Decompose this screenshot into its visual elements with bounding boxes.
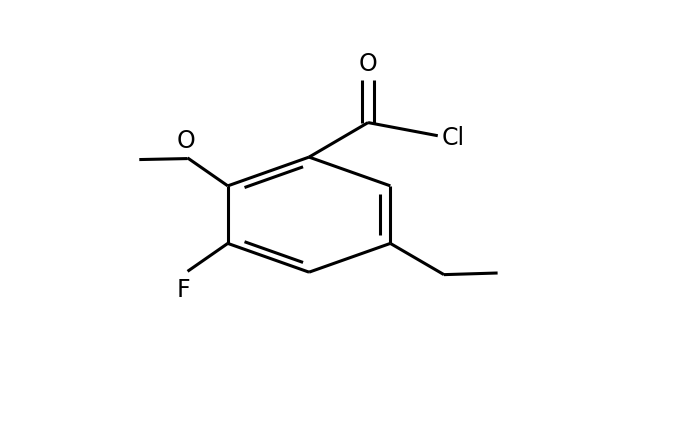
- Text: Cl: Cl: [442, 126, 465, 150]
- Text: F: F: [176, 278, 190, 302]
- Text: O: O: [358, 52, 377, 75]
- Text: O: O: [176, 129, 195, 153]
